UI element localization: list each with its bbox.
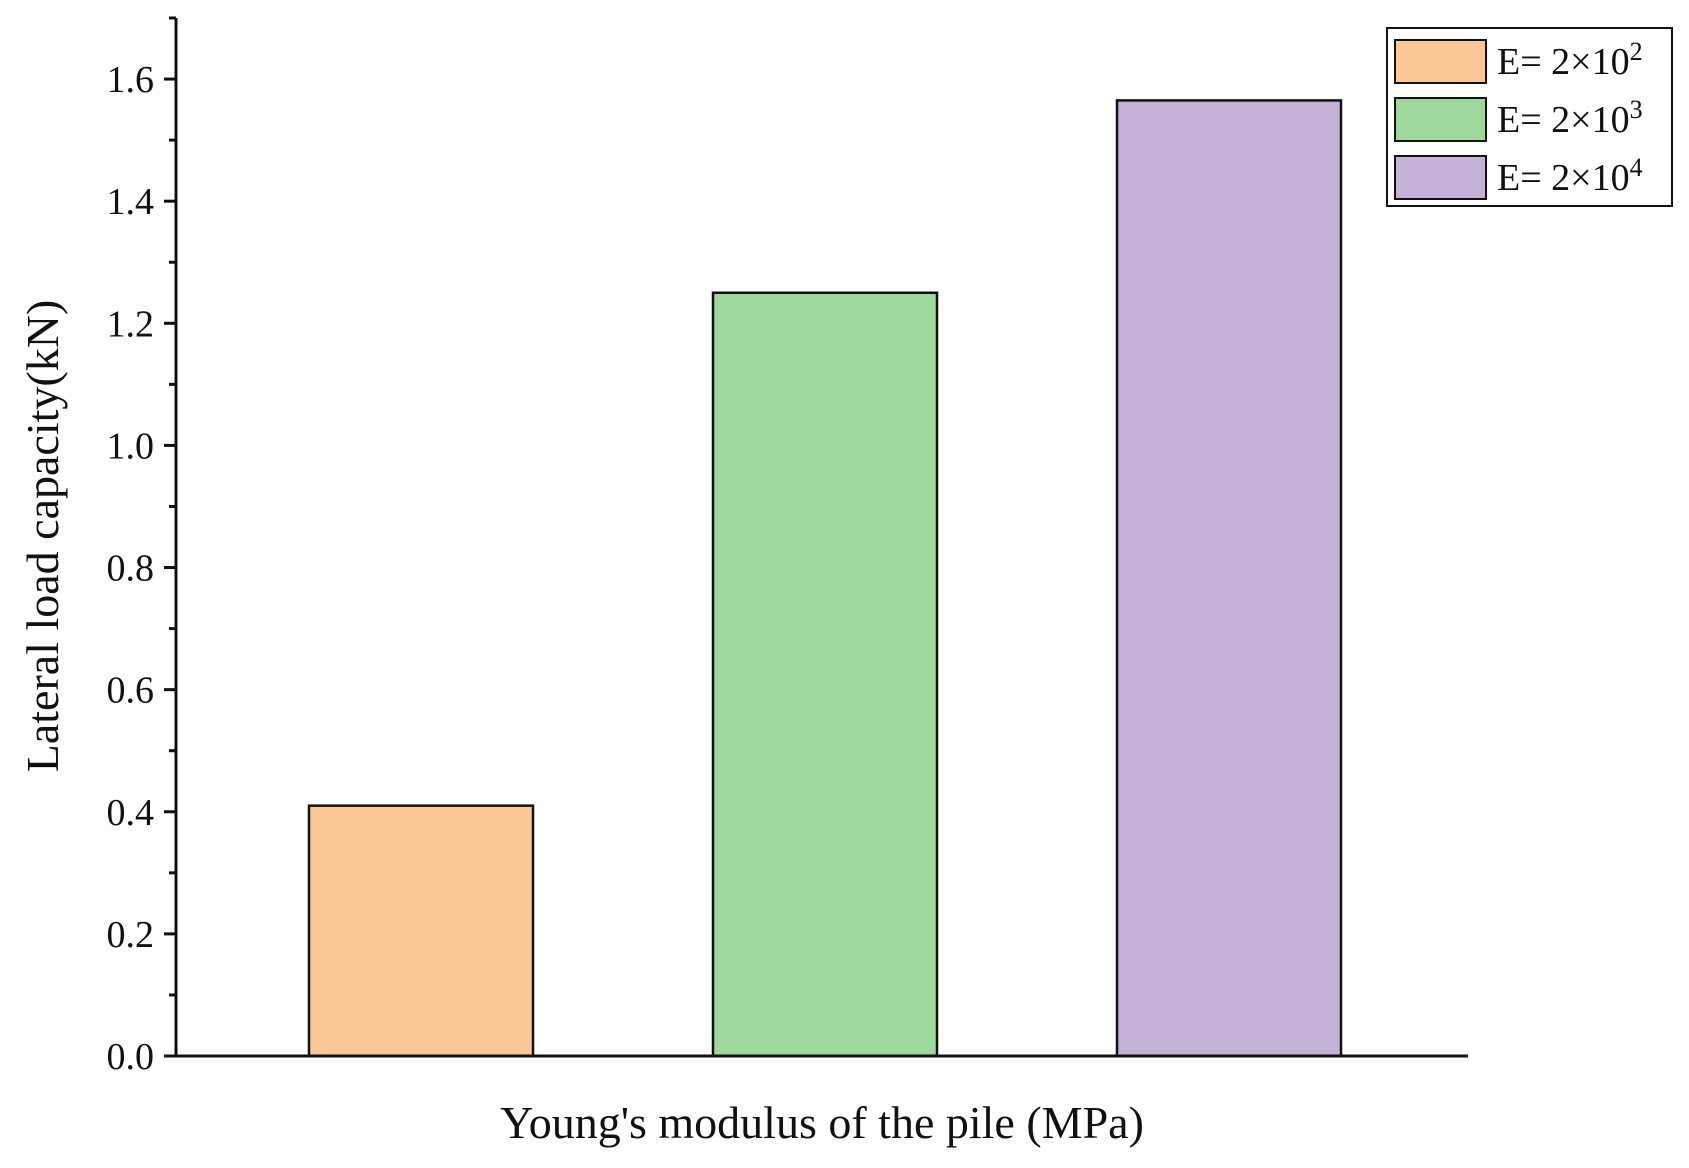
bar-1 — [307, 804, 535, 1058]
bars-group — [307, 99, 1343, 1058]
y-tick-label: 1.0 — [107, 425, 155, 467]
y-tick-label: 1.2 — [107, 303, 155, 345]
y-tick-label: 0.4 — [107, 792, 155, 834]
y-tick-label: 1.6 — [107, 59, 155, 101]
axes-group — [174, 18, 1468, 1058]
x-axis-title: Young's modulus of the pile (MPa) — [500, 1097, 1144, 1148]
bar-2 — [711, 291, 939, 1058]
y-ticks-group: 0.0 0.2 0.4 0.6 0.8 1.0 1.2 1.4 1.6 — [107, 16, 176, 1078]
legend-label-1: E= 2×102 — [1497, 37, 1643, 83]
legend-swatch-3 — [1394, 155, 1487, 200]
y-tick-label: 0.6 — [107, 670, 155, 712]
y-axis-title: Lateral load capacity(kN) — [17, 300, 68, 773]
legend-swatch-2 — [1394, 97, 1487, 142]
y-tick-label: 1.4 — [107, 181, 155, 223]
bar-3 — [1115, 99, 1343, 1058]
legend-label-3: E= 2×104 — [1497, 153, 1643, 199]
y-tick-label: 0.2 — [107, 914, 155, 956]
legend: E= 2×102 E= 2×103 E= 2×104 — [1386, 27, 1673, 207]
y-tick-label: 0.0 — [107, 1036, 155, 1078]
legend-label-2: E= 2×103 — [1497, 95, 1643, 141]
legend-swatch-1 — [1394, 39, 1487, 84]
y-tick-label: 0.8 — [107, 548, 155, 590]
